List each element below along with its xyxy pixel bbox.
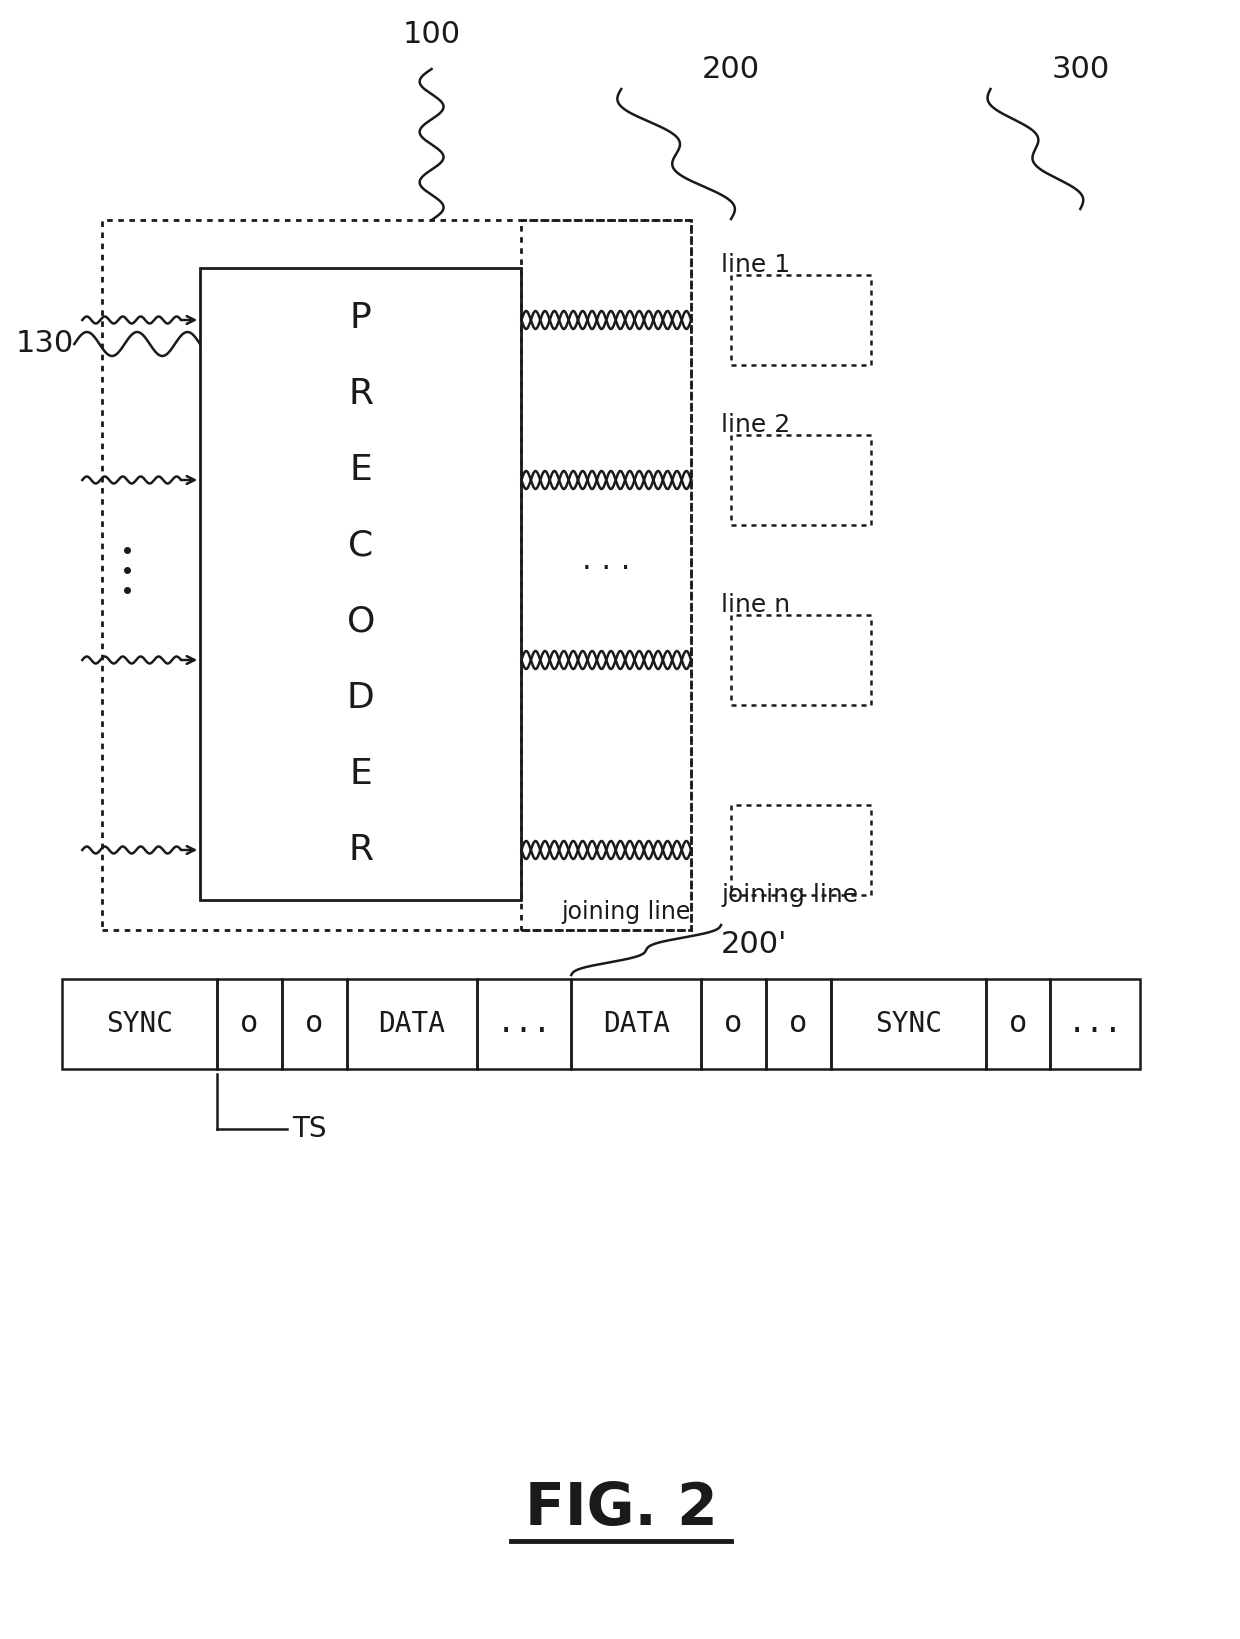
Bar: [572, 978, 701, 1069]
Text: E: E: [350, 452, 372, 487]
Bar: [200, 269, 522, 900]
Bar: [732, 275, 870, 365]
Text: · · ·: · · ·: [582, 556, 630, 585]
Text: o: o: [1009, 1010, 1027, 1039]
Bar: [732, 615, 870, 705]
Text: line n: line n: [720, 593, 790, 616]
Bar: [347, 978, 476, 1069]
Text: o: o: [241, 1010, 259, 1039]
Text: line 1: line 1: [720, 252, 790, 277]
Text: ...: ...: [496, 1010, 552, 1039]
Text: DATA: DATA: [603, 1010, 670, 1037]
Text: 200': 200': [720, 929, 787, 959]
Text: R: R: [348, 377, 373, 411]
Text: 300: 300: [1052, 56, 1110, 84]
Text: E: E: [350, 757, 372, 792]
Bar: [62, 978, 217, 1069]
Bar: [281, 978, 347, 1069]
Text: joining line: joining line: [720, 883, 858, 906]
Bar: [732, 434, 870, 524]
Bar: [217, 978, 281, 1069]
Text: joining line: joining line: [562, 900, 691, 924]
Text: 130: 130: [16, 329, 74, 359]
Text: P: P: [350, 302, 372, 334]
Text: FIG. 2: FIG. 2: [525, 1480, 718, 1537]
Bar: [1050, 978, 1141, 1069]
Text: 100: 100: [403, 20, 461, 49]
Text: ...: ...: [1068, 1010, 1123, 1039]
Text: TS: TS: [291, 1115, 326, 1142]
Bar: [522, 220, 691, 929]
Bar: [766, 978, 831, 1069]
Text: C: C: [348, 529, 373, 564]
Bar: [102, 220, 691, 929]
Text: D: D: [347, 680, 374, 715]
Bar: [732, 805, 870, 895]
Bar: [831, 978, 986, 1069]
Text: o: o: [305, 1010, 324, 1039]
Bar: [986, 978, 1050, 1069]
Text: line 2: line 2: [720, 413, 790, 438]
Text: 200: 200: [702, 56, 760, 84]
Text: SYNC: SYNC: [874, 1010, 941, 1037]
Bar: [701, 978, 766, 1069]
Text: O: O: [346, 605, 374, 639]
Bar: [476, 978, 572, 1069]
Text: o: o: [789, 1010, 807, 1039]
Text: R: R: [348, 833, 373, 867]
Text: SYNC: SYNC: [107, 1010, 174, 1037]
Text: DATA: DATA: [378, 1010, 445, 1037]
Text: o: o: [724, 1010, 743, 1039]
